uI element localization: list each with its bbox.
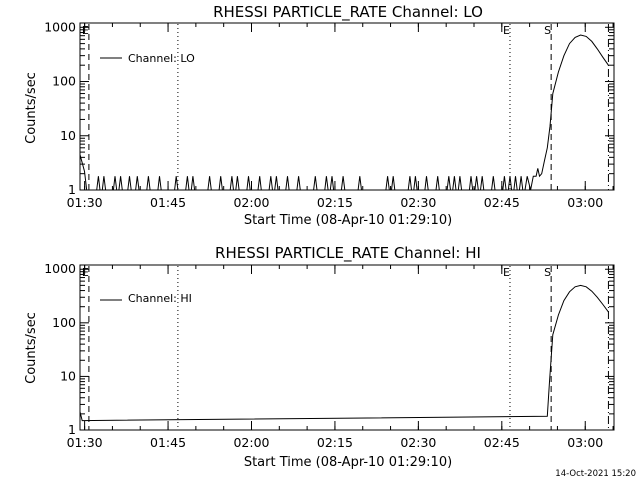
series-line [79, 284, 609, 422]
chart-title: RHESSI PARTICLE_RATE Channel: HI [215, 244, 481, 263]
x-tick-label: 02:30 [400, 435, 436, 450]
x-tick-label: 01:30 [67, 435, 103, 450]
plot-frame [79, 22, 615, 191]
y-tick-label: 100 [52, 315, 76, 330]
chart-title: RHESSI PARTICLE_RATE Channel: LO [213, 3, 483, 22]
y-tick-label: 10 [60, 128, 76, 143]
x-axis-label: Start Time (08-Apr-10 01:29:10) [244, 213, 452, 228]
plot-frame [79, 264, 615, 431]
series-line [79, 34, 609, 191]
x-tick-label: 03:00 [567, 195, 603, 210]
x-tick-label: 03:00 [567, 435, 603, 450]
event-marker-label: S [544, 24, 551, 37]
x-axis-label: Start Time (08-Apr-10 01:29:10) [244, 455, 452, 470]
y-tick-label: 100 [52, 74, 76, 89]
timestamp: 14-Oct-2021 15:20 [555, 469, 636, 479]
event-marker-label: E [82, 24, 89, 37]
x-tick-label: 02:15 [317, 195, 353, 210]
y-tick-label: 1000 [44, 19, 76, 34]
x-tick-label: 02:15 [317, 435, 353, 450]
y-tick-label: 1000 [44, 261, 76, 276]
x-tick-label: 01:30 [67, 195, 103, 210]
y-axis-label: Counts/sec [24, 312, 39, 384]
event-marker-label: E [82, 266, 89, 279]
x-tick-label: 02:00 [233, 435, 269, 450]
x-tick-label: 02:00 [233, 195, 269, 210]
event-marker-label: E [503, 24, 510, 37]
x-tick-label: 02:45 [484, 435, 520, 450]
x-tick-label: 01:45 [150, 195, 186, 210]
x-tick-label: 02:30 [400, 195, 436, 210]
legend-label: Channel: HI [128, 292, 192, 305]
event-marker-label: E [503, 266, 510, 279]
y-tick-label: 1 [68, 182, 76, 197]
y-tick-label: 10 [60, 368, 76, 383]
event-marker-label: S [544, 266, 551, 279]
y-tick-label: 1 [68, 422, 76, 437]
y-axis-label: Counts/sec [24, 72, 39, 144]
x-tick-label: 01:45 [150, 435, 186, 450]
legend-label: Channel: LO [128, 52, 195, 65]
x-tick-label: 02:45 [484, 195, 520, 210]
